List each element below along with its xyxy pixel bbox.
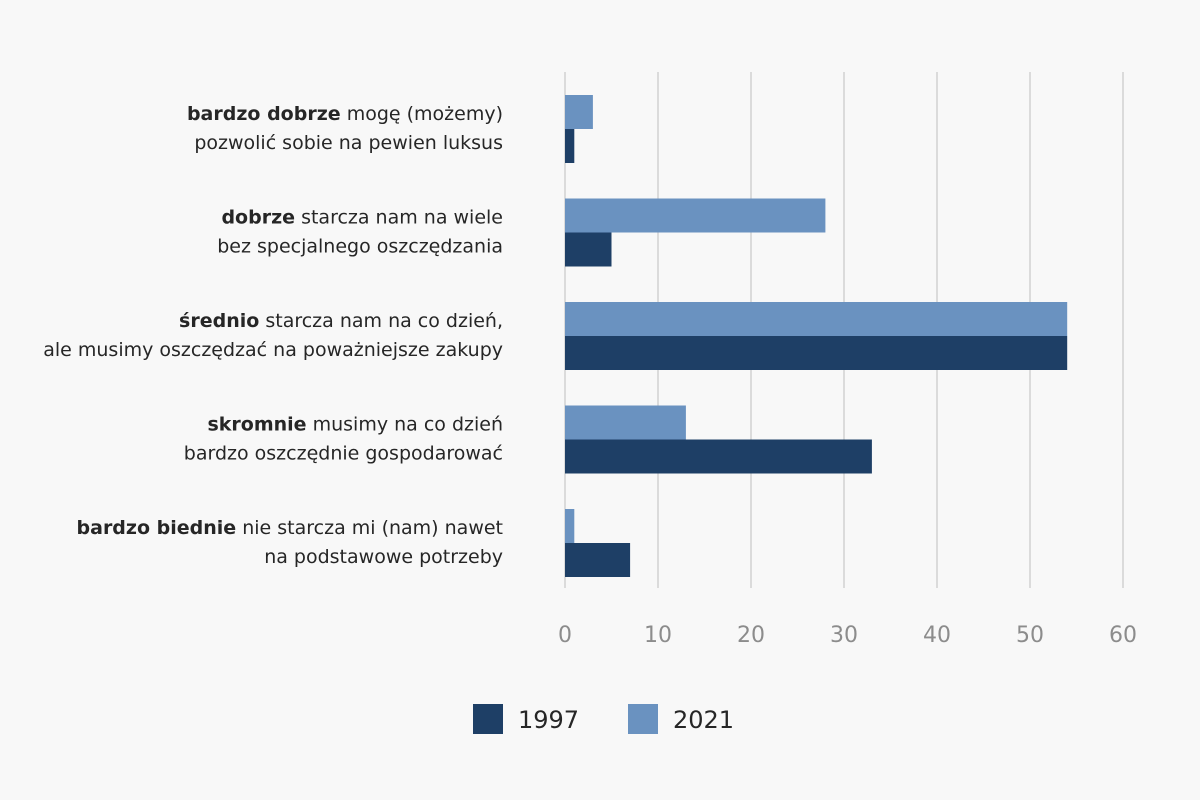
category-label-line2: na podstawowe potrzeby — [264, 546, 503, 568]
category-label-line1: średnio starcza nam na co dzień, — [179, 310, 503, 332]
category-label-line2: bez specjalnego oszczędzania — [217, 236, 503, 258]
legend-swatch-1997 — [473, 704, 503, 734]
x-tick-label: 0 — [558, 623, 572, 648]
category-label-rest: mogę (możemy) — [341, 103, 503, 125]
category-labels: bardzo dobrze mogę (możemy) pozwolić sobi… — [43, 103, 503, 568]
bar-2021 — [565, 198, 826, 233]
legend-swatch-2021 — [628, 704, 658, 734]
category-label-line1: skromnie musimy na co dzień — [207, 414, 503, 436]
category-label-rest: starcza nam na co dzień, — [259, 310, 503, 332]
bar-1997 — [565, 439, 872, 474]
legend-label: 1997 — [518, 706, 579, 734]
bars — [565, 95, 1068, 577]
category-label-line1: bardzo biednie nie starcza mi (nam) nawe… — [77, 517, 503, 539]
bar-2021 — [565, 405, 686, 440]
category-label-bold: bardzo dobrze — [187, 103, 341, 125]
x-tick-label: 30 — [830, 623, 858, 648]
x-tick-label: 10 — [644, 623, 672, 648]
x-tick-label: 20 — [737, 623, 765, 648]
x-tick-label: 40 — [923, 623, 951, 648]
x-tick-labels: 0 10 20 30 40 50 60 — [558, 623, 1137, 648]
category-label-bold: skromnie — [207, 414, 306, 436]
category-label-line1: bardzo dobrze mogę (możemy) — [187, 103, 503, 125]
category-label-bold: średnio — [179, 310, 259, 332]
x-tick-label: 60 — [1109, 623, 1137, 648]
category-label-bold: bardzo biednie — [77, 517, 237, 539]
category-label-line1: dobrze starcza nam na wiele — [221, 207, 503, 229]
bar-1997 — [565, 336, 1068, 370]
category-label-rest: nie starcza mi (nam) nawet — [236, 517, 503, 539]
bar-2021 — [565, 509, 575, 543]
bar-1997 — [565, 129, 575, 163]
x-tick-label: 50 — [1016, 623, 1044, 648]
category-label-bold: dobrze — [221, 207, 295, 229]
bar-2021 — [565, 95, 593, 129]
category-label-line2: bardzo oszczędnie gospodarować — [184, 443, 503, 465]
legend-label: 2021 — [673, 706, 734, 734]
bar-1997 — [565, 232, 612, 267]
bar-1997 — [565, 543, 631, 577]
category-label-line2: ale musimy oszczędzać na poważniejsze za… — [43, 339, 503, 361]
bar-2021 — [565, 302, 1068, 336]
category-label-rest: musimy na co dzień — [307, 414, 503, 436]
legend: 1997 2021 — [473, 704, 734, 734]
category-label-rest: starcza nam na wiele — [295, 207, 503, 229]
category-label-line2: pozwolić sobie na pewien luksus — [194, 132, 503, 154]
